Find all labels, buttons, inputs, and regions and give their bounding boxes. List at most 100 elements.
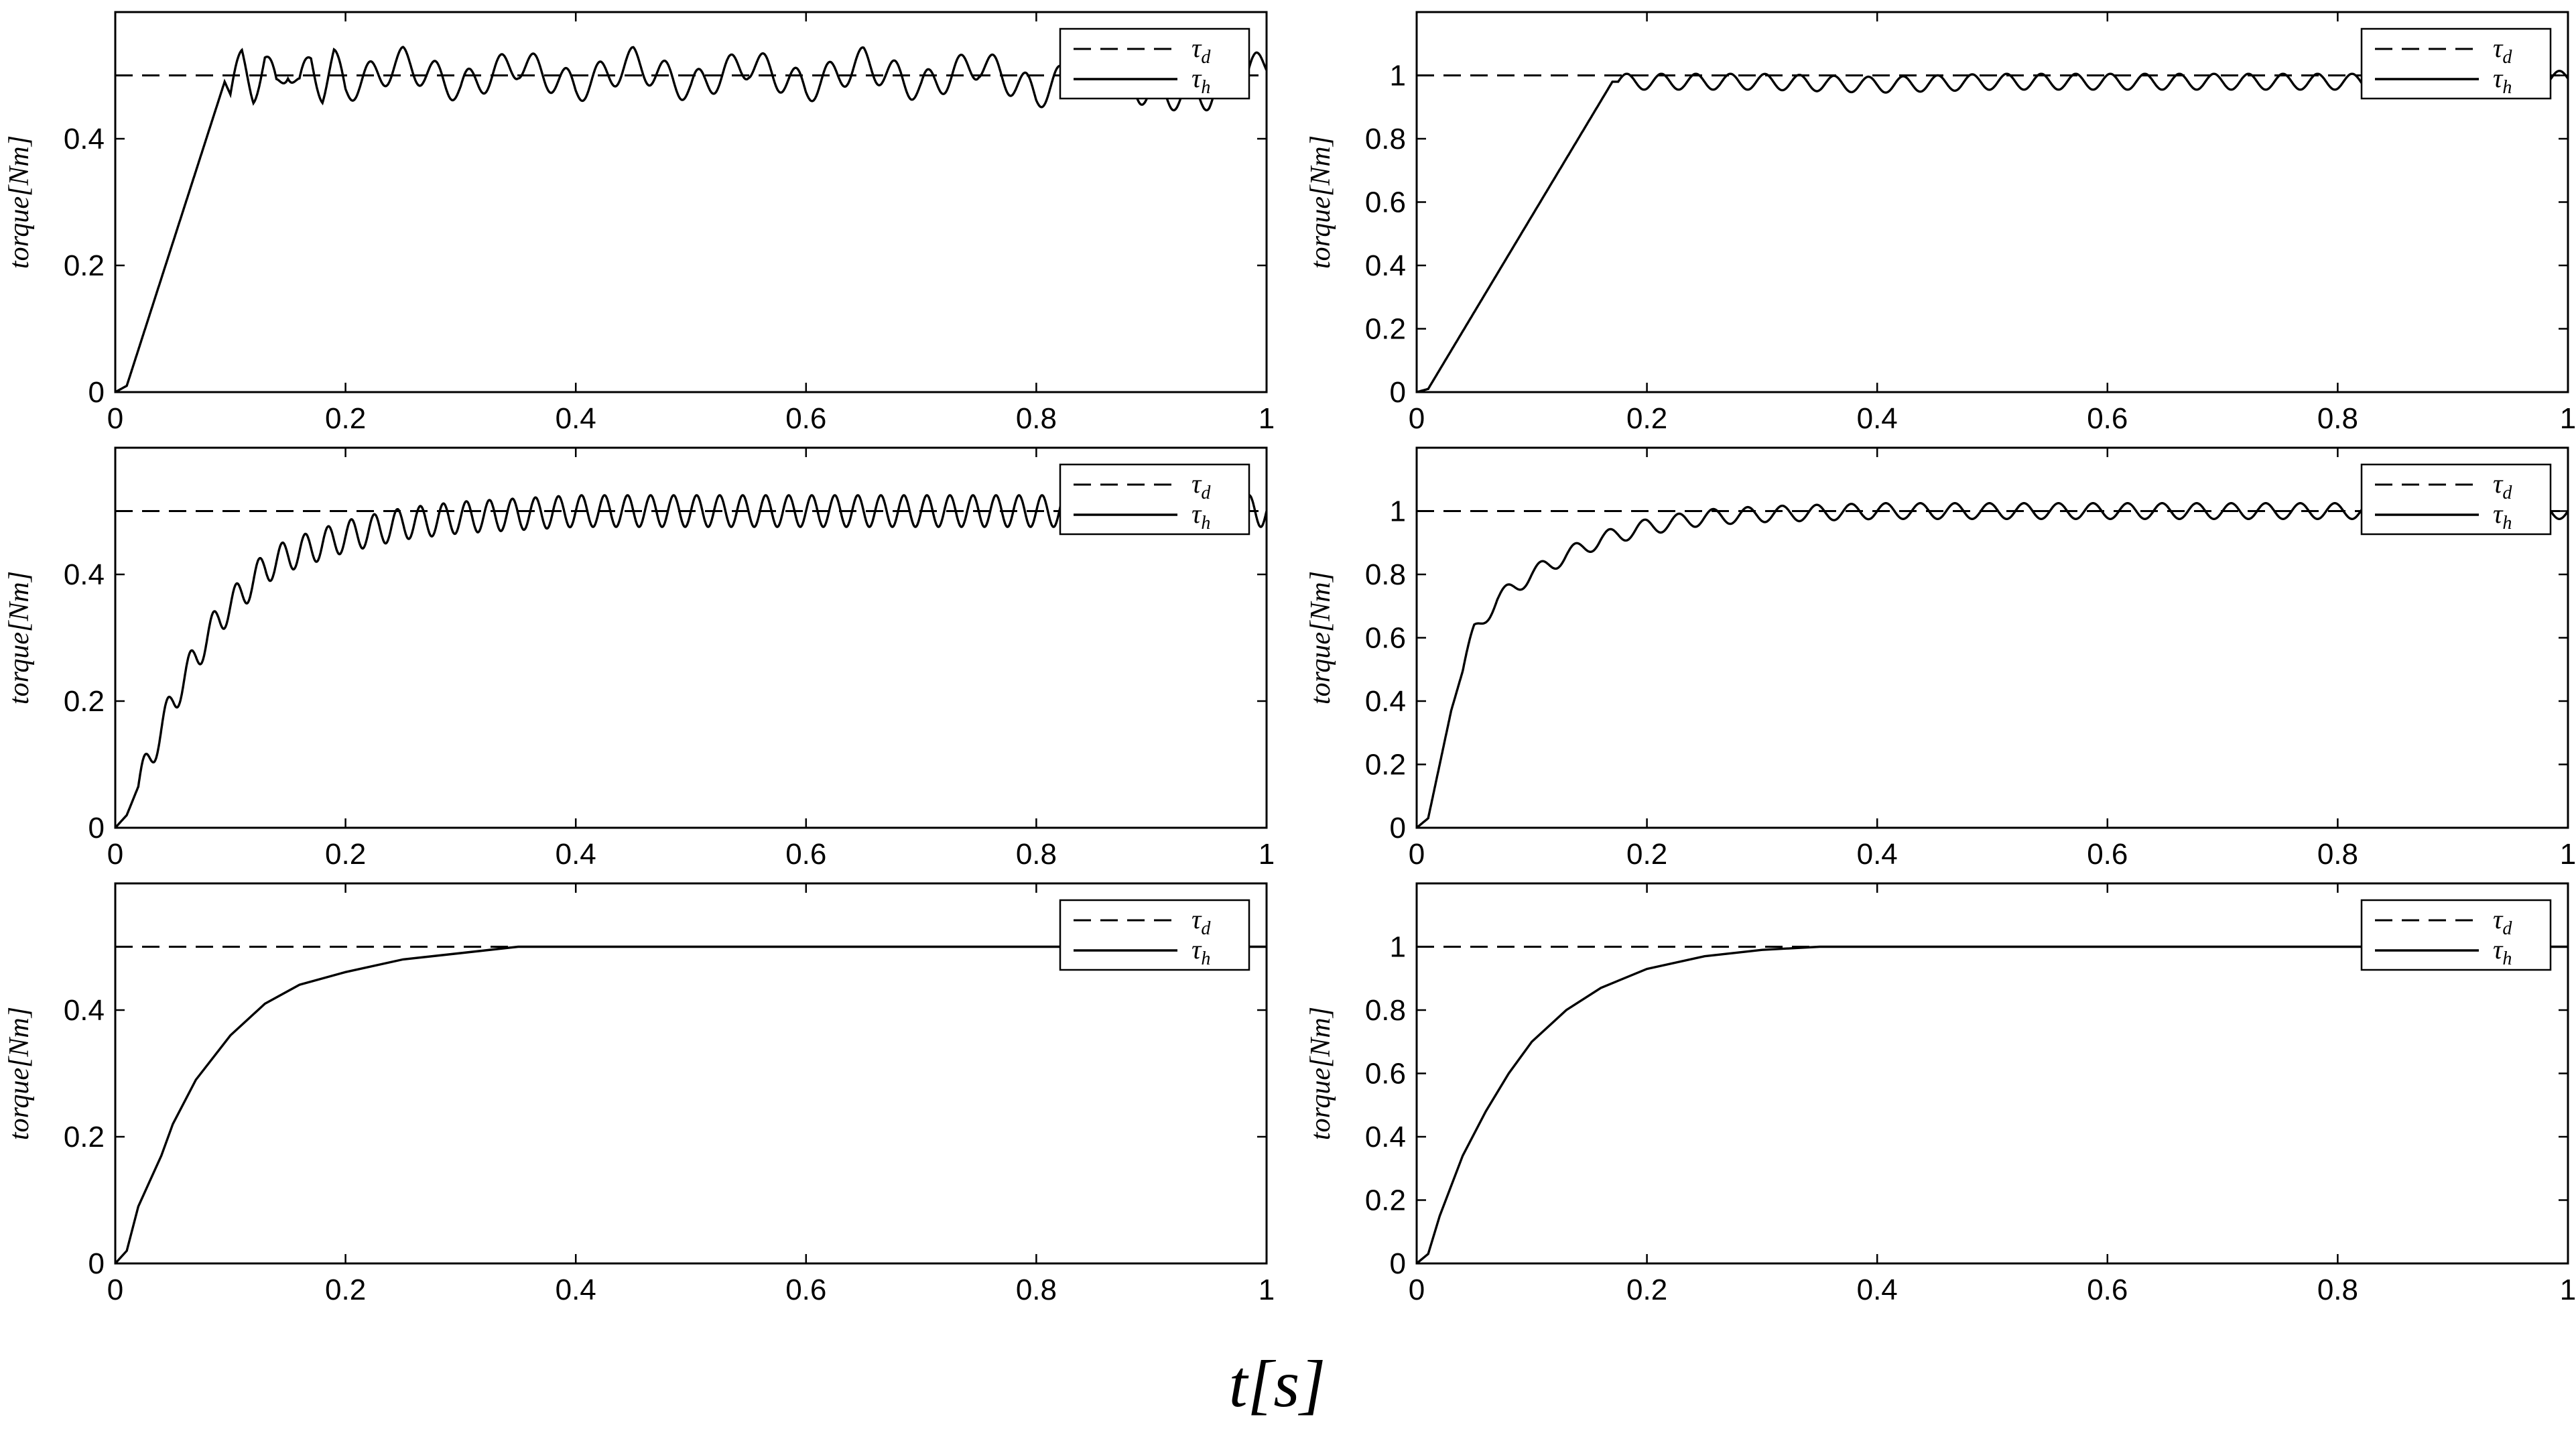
y-tick-label: 0 bbox=[1390, 1247, 1406, 1280]
x-tick-label: 0.2 bbox=[1626, 1273, 1667, 1306]
x-tick-label: 0 bbox=[107, 838, 123, 871]
y-tick-label: 0.8 bbox=[1365, 558, 1406, 591]
y-tick-label: 0.2 bbox=[64, 685, 105, 718]
x-tick-label: 0 bbox=[107, 1273, 123, 1306]
axes-frame bbox=[114, 11, 1268, 393]
x-tick-label: 0.6 bbox=[785, 1273, 826, 1306]
y-tick-label: 0.4 bbox=[64, 123, 105, 155]
x-tick-label: 0.4 bbox=[1857, 402, 1898, 435]
legend-box bbox=[2360, 463, 2552, 536]
y-tick-label: 0.8 bbox=[1365, 123, 1406, 155]
x-tick-label: 0.8 bbox=[1016, 402, 1057, 435]
x-tick-label: 0.8 bbox=[2317, 402, 2358, 435]
legend-label-d: τd bbox=[1192, 33, 1211, 68]
axes-frame bbox=[114, 446, 1268, 829]
legend-label-h: τh bbox=[2493, 63, 2512, 98]
axes-frame bbox=[1415, 882, 2569, 1265]
y-axis-label: torque[Nm] bbox=[4, 571, 35, 704]
x-tick-label: 0 bbox=[1409, 402, 1425, 435]
y-tick-label: 0 bbox=[1390, 812, 1406, 845]
x-tick-label: 0 bbox=[1409, 1273, 1425, 1306]
y-tick-label: 1 bbox=[1390, 495, 1406, 528]
x-tick-label: 0.4 bbox=[1857, 1273, 1898, 1306]
legend-box bbox=[2360, 899, 2552, 971]
x-tick-label: 1 bbox=[2560, 1273, 2576, 1306]
legend-box bbox=[1059, 899, 1250, 971]
axes-frame bbox=[1415, 11, 2569, 393]
y-axis-label: torque[Nm] bbox=[1305, 135, 1336, 269]
x-tick-label: 0.2 bbox=[325, 1273, 366, 1306]
x-tick-label: 0.6 bbox=[785, 838, 826, 871]
x-tick-label: 1 bbox=[2560, 838, 2576, 871]
x-tick-label: 0.6 bbox=[785, 402, 826, 435]
y-tick-label: 0.2 bbox=[1365, 1184, 1406, 1217]
y-tick-label: 1 bbox=[1390, 931, 1406, 964]
x-tick-label: 0 bbox=[1409, 838, 1425, 871]
legend-box bbox=[1059, 463, 1250, 536]
legend-label-d: τd bbox=[2493, 33, 2512, 68]
x-tick-label: 0 bbox=[107, 402, 123, 435]
plot-area bbox=[1417, 70, 2568, 392]
x-tick-label: 1 bbox=[1259, 838, 1275, 871]
y-tick-label: 0 bbox=[1390, 376, 1406, 409]
x-tick-label: 0.2 bbox=[325, 402, 366, 435]
y-tick-label: 0.2 bbox=[1365, 749, 1406, 782]
y-axis-label: torque[Nm] bbox=[1305, 1007, 1336, 1140]
legend-label-h: τh bbox=[2493, 499, 2512, 534]
x-tick-label: 0.4 bbox=[556, 1273, 596, 1306]
x-tick-label: 0.2 bbox=[1626, 838, 1667, 871]
y-tick-label: 0 bbox=[88, 1247, 105, 1280]
legend-label-d: τd bbox=[2493, 469, 2512, 503]
y-tick-label: 0.2 bbox=[1365, 313, 1406, 346]
y-axis-label: torque[Nm] bbox=[4, 135, 35, 269]
x-tick-label: 0.8 bbox=[2317, 838, 2358, 871]
plot-area bbox=[115, 494, 1267, 828]
x-tick-label: 0.8 bbox=[2317, 1273, 2358, 1306]
legend-label-d: τd bbox=[1192, 904, 1211, 939]
x-tick-label: 1 bbox=[1259, 402, 1275, 435]
y-tick-label: 0.4 bbox=[1365, 685, 1406, 718]
axes-frame bbox=[114, 882, 1268, 1265]
plot-area bbox=[115, 945, 1267, 1263]
x-tick-label: 0.6 bbox=[2087, 1273, 2128, 1306]
series-tau-h-line bbox=[115, 945, 1267, 1263]
axes-frame bbox=[1415, 446, 2569, 829]
x-tick-label: 0.6 bbox=[2087, 402, 2128, 435]
legend-label-h: τh bbox=[1192, 63, 1210, 98]
x-tick-label: 0.8 bbox=[1016, 838, 1057, 871]
y-tick-label: 0.2 bbox=[64, 249, 105, 282]
subplot-2: 0 0.2 0.4 0.6 0.8 1 0 0.2 0.4 0.6 0.8 1 torque[Nm] τd… bbox=[1305, 11, 2576, 435]
y-tick-label: 0.6 bbox=[1365, 622, 1406, 655]
series-tau-h-line bbox=[115, 494, 1267, 828]
x-tick-label: 0.2 bbox=[1626, 402, 1667, 435]
legend-box bbox=[2360, 27, 2552, 100]
y-axis-label: torque[Nm] bbox=[4, 1007, 35, 1140]
legend-box bbox=[1059, 27, 1250, 100]
legend-label-h: τh bbox=[2493, 934, 2512, 969]
legend-label-h: τh bbox=[1192, 499, 1210, 534]
y-tick-label: 0.8 bbox=[1365, 994, 1406, 1027]
figure-xlabel: t[s] bbox=[1229, 1347, 1326, 1421]
x-tick-label: 1 bbox=[1259, 1273, 1275, 1306]
y-tick-label: 0.2 bbox=[64, 1121, 105, 1154]
series-tau-h-line bbox=[1417, 945, 2568, 1263]
series-tau-h-line bbox=[1417, 502, 2568, 828]
plot-area bbox=[1417, 502, 2568, 828]
y-tick-label: 0.4 bbox=[64, 558, 105, 591]
plot-area bbox=[1417, 945, 2568, 1263]
y-tick-label: 0.4 bbox=[1365, 249, 1406, 282]
x-tick-label: 0.8 bbox=[1016, 1273, 1057, 1306]
legend-label-h: τh bbox=[1192, 934, 1210, 969]
x-tick-label: 0.2 bbox=[325, 838, 366, 871]
x-tick-label: 0.4 bbox=[556, 838, 596, 871]
y-tick-label: 0.6 bbox=[1365, 1058, 1406, 1091]
x-tick-label: 0.6 bbox=[2087, 838, 2128, 871]
